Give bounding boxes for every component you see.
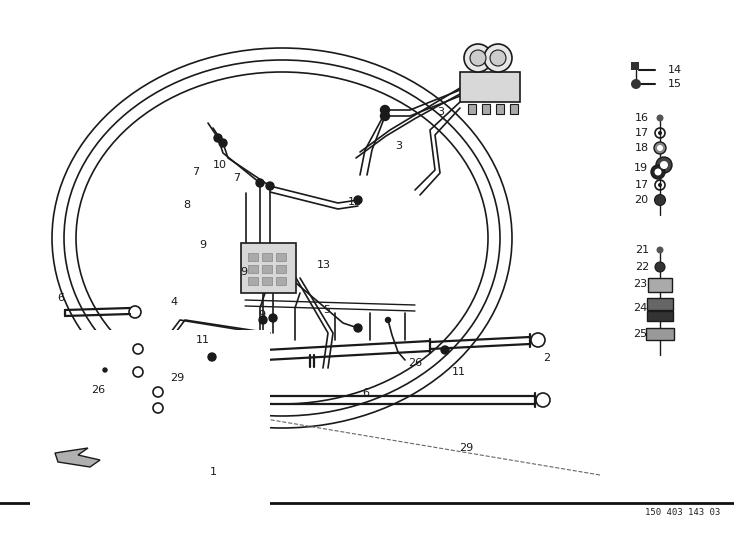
Text: 10: 10 bbox=[213, 160, 227, 170]
Bar bbox=[262, 253, 272, 261]
Circle shape bbox=[658, 131, 662, 135]
Bar bbox=[248, 277, 258, 285]
Text: 20: 20 bbox=[634, 195, 648, 205]
Circle shape bbox=[103, 368, 107, 372]
Bar bbox=[241, 243, 296, 293]
Bar bbox=[648, 278, 672, 292]
Text: 4: 4 bbox=[170, 297, 177, 307]
Text: 22: 22 bbox=[635, 262, 650, 272]
Bar bbox=[262, 277, 272, 285]
Circle shape bbox=[219, 139, 227, 147]
Text: 6: 6 bbox=[57, 293, 64, 303]
Circle shape bbox=[269, 314, 277, 322]
Polygon shape bbox=[55, 448, 100, 467]
Circle shape bbox=[660, 161, 668, 169]
Text: 13: 13 bbox=[317, 260, 331, 270]
Circle shape bbox=[380, 111, 390, 121]
Bar bbox=[248, 265, 258, 273]
Text: 18: 18 bbox=[635, 143, 649, 153]
Text: 11: 11 bbox=[196, 335, 210, 345]
Bar bbox=[468, 104, 476, 114]
Circle shape bbox=[214, 134, 222, 142]
Circle shape bbox=[208, 353, 216, 361]
Circle shape bbox=[657, 145, 663, 151]
Text: 3: 3 bbox=[395, 141, 402, 151]
Circle shape bbox=[464, 44, 492, 72]
Circle shape bbox=[256, 179, 264, 187]
Circle shape bbox=[651, 165, 665, 179]
Circle shape bbox=[655, 262, 665, 272]
Circle shape bbox=[259, 316, 267, 324]
Circle shape bbox=[441, 346, 449, 354]
Circle shape bbox=[655, 168, 661, 175]
Circle shape bbox=[658, 183, 662, 187]
Text: 150 403 143 03: 150 403 143 03 bbox=[644, 508, 720, 517]
Text: 26: 26 bbox=[408, 358, 422, 368]
Text: 14: 14 bbox=[668, 65, 682, 75]
Circle shape bbox=[385, 317, 390, 323]
Text: 19: 19 bbox=[634, 163, 648, 173]
Bar bbox=[647, 298, 673, 310]
Bar bbox=[482, 104, 490, 114]
Text: 3: 3 bbox=[437, 107, 444, 117]
Text: 8: 8 bbox=[183, 200, 190, 210]
Circle shape bbox=[656, 247, 664, 254]
Text: 7: 7 bbox=[192, 167, 199, 177]
Text: 21: 21 bbox=[635, 245, 649, 255]
Text: 17: 17 bbox=[635, 180, 649, 190]
Circle shape bbox=[655, 195, 666, 205]
Circle shape bbox=[656, 157, 672, 173]
Bar bbox=[631, 62, 639, 70]
Text: 9: 9 bbox=[258, 310, 265, 320]
Text: 9: 9 bbox=[199, 240, 206, 250]
Text: 26: 26 bbox=[91, 385, 105, 395]
Text: 17: 17 bbox=[635, 128, 649, 138]
Bar bbox=[460, 72, 520, 102]
Circle shape bbox=[266, 182, 274, 190]
Circle shape bbox=[490, 50, 506, 66]
Circle shape bbox=[470, 50, 486, 66]
Text: 24: 24 bbox=[633, 303, 647, 313]
Bar bbox=[262, 265, 272, 273]
Circle shape bbox=[656, 115, 664, 122]
Circle shape bbox=[484, 44, 512, 72]
Text: 23: 23 bbox=[633, 279, 647, 289]
Text: 29: 29 bbox=[170, 373, 184, 383]
Bar bbox=[276, 277, 286, 285]
Bar bbox=[647, 311, 673, 321]
Bar bbox=[496, 104, 504, 114]
Bar bbox=[30, 330, 270, 530]
Text: 16: 16 bbox=[635, 113, 649, 123]
Circle shape bbox=[354, 196, 362, 204]
Bar bbox=[510, 104, 518, 114]
Text: 6: 6 bbox=[362, 388, 369, 398]
Text: 29: 29 bbox=[459, 443, 473, 453]
Text: 7: 7 bbox=[233, 173, 240, 183]
Text: 25: 25 bbox=[633, 329, 647, 339]
Text: 2: 2 bbox=[543, 353, 550, 363]
Bar bbox=[646, 328, 674, 340]
Bar bbox=[248, 253, 258, 261]
Bar bbox=[276, 253, 286, 261]
Circle shape bbox=[354, 324, 362, 332]
Text: 9: 9 bbox=[240, 267, 247, 277]
Text: 5: 5 bbox=[323, 305, 330, 315]
Text: 15: 15 bbox=[668, 79, 682, 89]
Circle shape bbox=[631, 79, 641, 89]
Text: 11: 11 bbox=[452, 367, 466, 377]
Bar bbox=[276, 265, 286, 273]
Circle shape bbox=[380, 106, 390, 115]
Text: 12: 12 bbox=[348, 197, 362, 207]
Circle shape bbox=[654, 142, 666, 154]
Text: 1: 1 bbox=[210, 467, 217, 477]
